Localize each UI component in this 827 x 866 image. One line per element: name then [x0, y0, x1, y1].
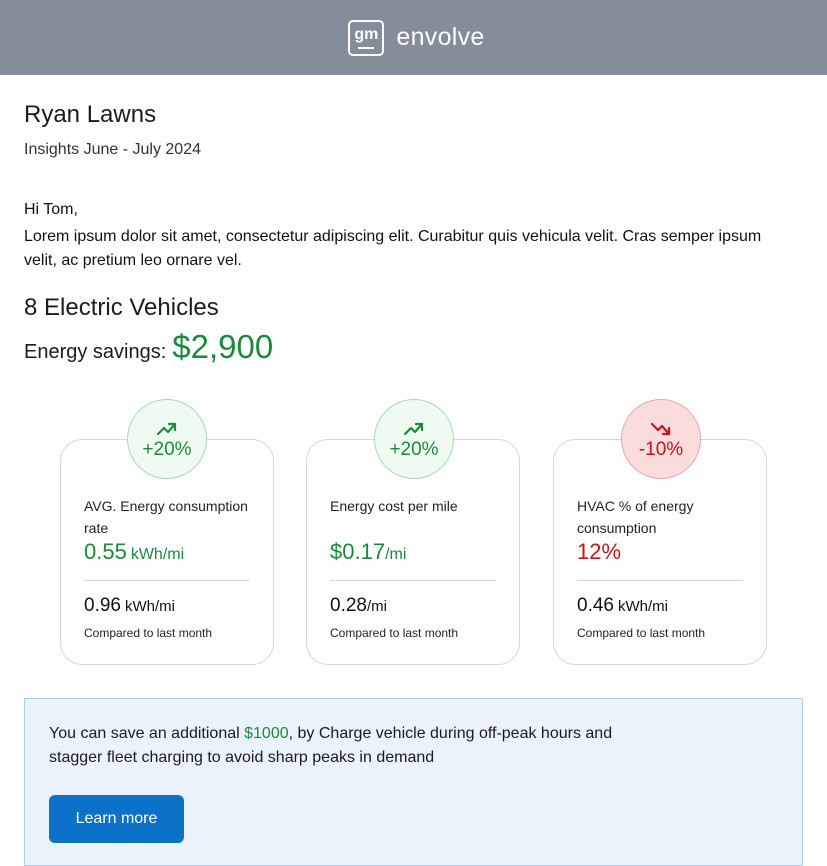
comparison-label: Compared to last month [84, 626, 213, 640]
change-badge-consumption-rate: +20% [127, 399, 207, 479]
vehicle-count: 8 Electric Vehicles [24, 294, 219, 321]
insights-period: Insights June - July 2024 [24, 141, 201, 158]
metric-value: 0.55 kWh/mi [84, 539, 185, 564]
savings-tip-box: You can save an additional $1000, by Cha… [24, 698, 803, 866]
gm-logo-icon: gm [348, 19, 385, 56]
intro-text: Lorem ipsum dolor sit amet, consectetur … [24, 228, 762, 269]
metric-title: AVG. Energy consumption rate [84, 498, 248, 536]
previous-value: 0.96 kWh/mi [84, 595, 175, 616]
previous-unit: /mi [366, 598, 387, 615]
greeting: Hi Tom, [24, 201, 78, 218]
metric-title: HVAC % of energy consumption [577, 498, 694, 536]
brand-name: envolve [396, 23, 485, 51]
energy-savings-label: Energy savings: [24, 341, 167, 363]
change-value: +20% [142, 438, 192, 460]
metric-title: Energy cost per mile [330, 498, 458, 514]
change-value: -10% [638, 438, 684, 460]
comparison-label: Compared to last month [577, 626, 706, 640]
previous-unit: kWh/mi [617, 598, 668, 615]
company-name: Ryan Lawns [24, 101, 157, 128]
additional-savings-amount: $1000 [244, 725, 289, 742]
card-divider [84, 580, 250, 581]
metric-value: 12% [577, 539, 622, 564]
comparison-label: Compared to last month [330, 626, 459, 640]
learn-more-button[interactable]: Learn more [49, 795, 184, 843]
trending-up-icon [156, 422, 177, 435]
change-value: +20% [389, 438, 439, 460]
metric-unit: /mi [385, 546, 407, 563]
savings-tip-text: You can save an additional $1000, by Cha… [49, 725, 613, 766]
trending-up-icon [403, 422, 424, 435]
card-divider [577, 580, 743, 581]
metric-value: $0.17/mi [330, 539, 407, 564]
energy-savings: Energy savings: $2,900 [24, 328, 273, 366]
trending-down-icon [650, 422, 671, 435]
brand-logo[interactable]: gm envolve [348, 19, 485, 56]
metric-unit: kWh/mi [130, 546, 185, 563]
change-badge-cost-per-mile: +20% [374, 399, 454, 479]
previous-value: 0.46 kWh/mi [577, 595, 668, 616]
card-divider [330, 580, 496, 581]
previous-unit: kWh/mi [124, 598, 175, 615]
app-header: gm envolve [0, 0, 827, 75]
energy-savings-value: $2,900 [172, 328, 274, 365]
change-badge-hvac: -10% [621, 399, 701, 479]
previous-value: 0.28/mi [330, 595, 387, 616]
